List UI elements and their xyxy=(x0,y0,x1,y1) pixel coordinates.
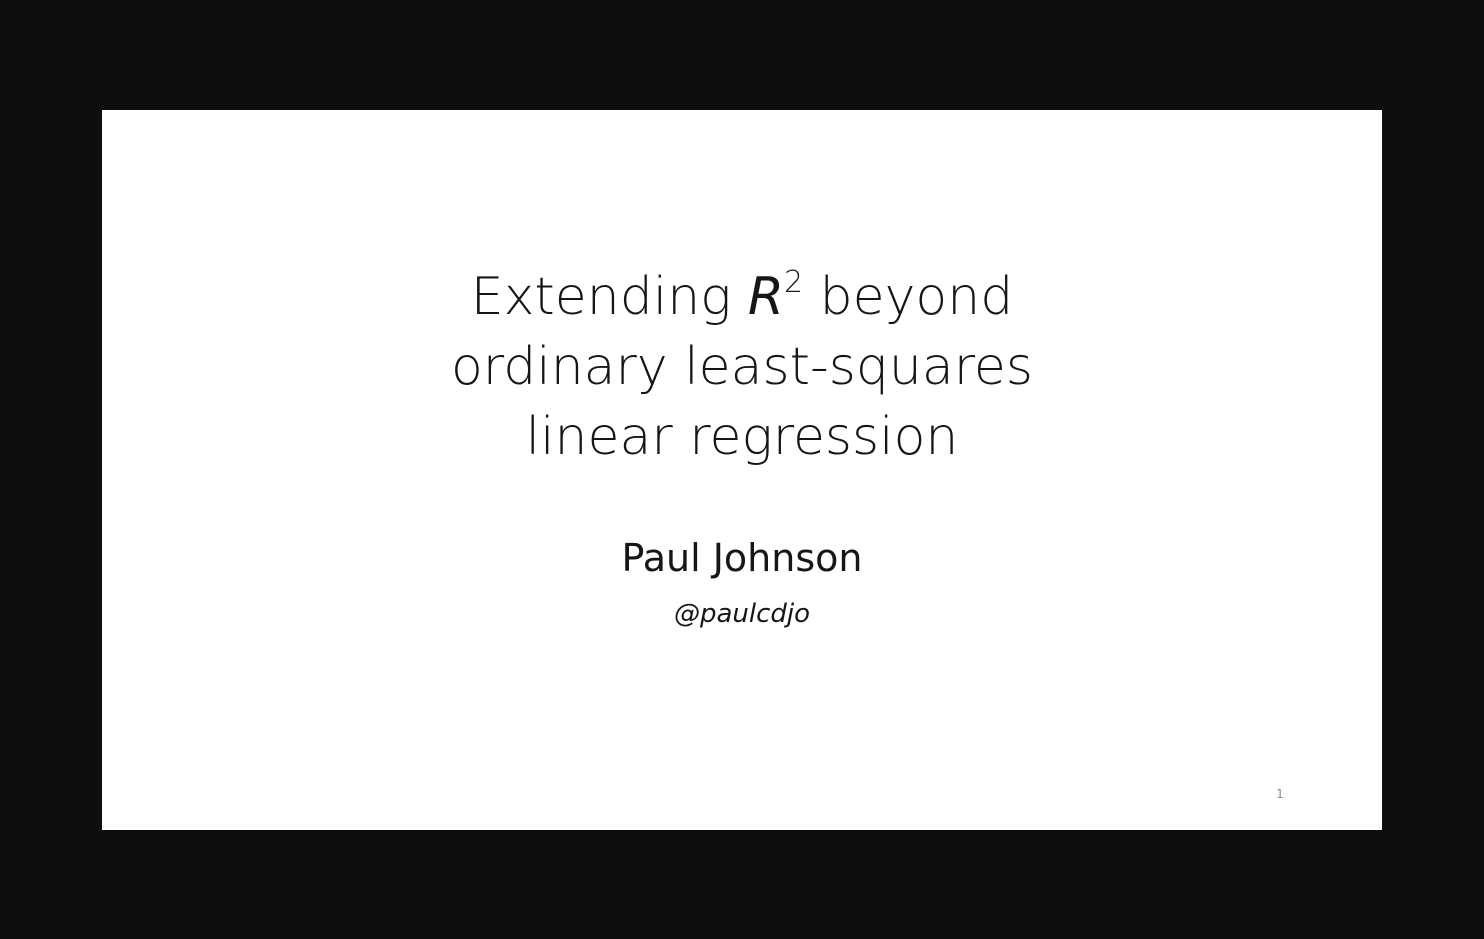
title-suffix: beyond xyxy=(803,267,1014,327)
author-name: Paul Johnson xyxy=(621,536,863,580)
author-handle: @paulcdjo xyxy=(673,599,811,629)
title-line-2: ordinary least-squares xyxy=(450,337,1034,397)
title-line-1: Extending R2 beyond xyxy=(102,262,1382,332)
title-line-3: linear regression xyxy=(525,407,959,467)
slide-number: 1 xyxy=(1276,787,1284,801)
slide-title: Extending R2 beyond ordinary least-squar… xyxy=(102,262,1382,472)
title-variable: R xyxy=(747,267,785,327)
title-prefix: Extending xyxy=(470,267,748,327)
title-superscript: 2 xyxy=(784,264,804,300)
slide[interactable]: Extending R2 beyond ordinary least-squar… xyxy=(102,110,1382,830)
